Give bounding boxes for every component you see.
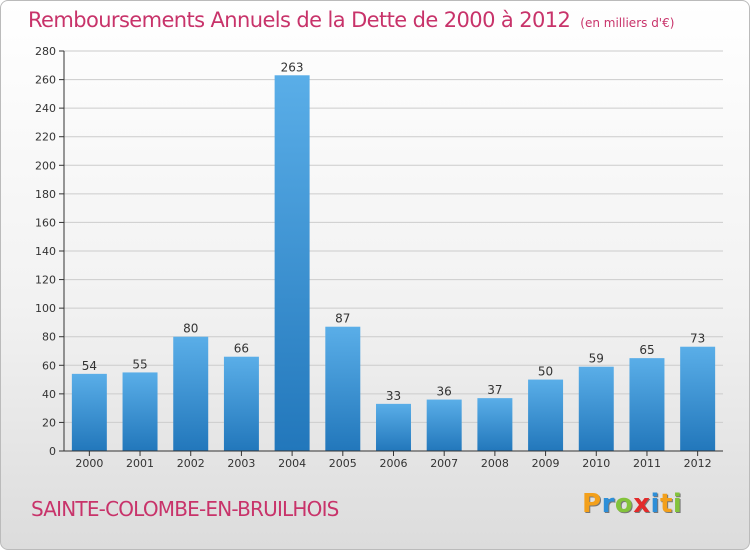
logo-letter: x (633, 489, 651, 519)
bar-2001 (122, 372, 158, 451)
y-tick-label: 180 (35, 188, 56, 201)
x-tick-label-2005: 2005 (329, 457, 357, 470)
logo-letter: i (672, 489, 683, 519)
logo-letter: i (650, 489, 660, 519)
bar-2010 (578, 366, 614, 451)
x-tick-label-2011: 2011 (633, 457, 661, 470)
bar-2003 (223, 356, 259, 451)
value-label-2006: 33 (386, 389, 401, 403)
axes: 0 20 40 60 80 100 120 140 160 180 200 220 240 260 280 2… (35, 45, 723, 470)
logo-letter: o (614, 489, 634, 519)
y-tick-label: 60 (42, 359, 56, 372)
logo-letter: P (582, 489, 602, 519)
x-tick-label-2009: 2009 (532, 457, 560, 470)
y-tick-label: 220 (35, 131, 56, 144)
x-tick-label-2008: 2008 (481, 457, 509, 470)
chart-subtitle: (en milliers d'€) (580, 16, 675, 30)
value-label-2001: 55 (132, 357, 147, 371)
bar-2009 (528, 379, 564, 451)
value-label-2005: 87 (335, 312, 350, 326)
value-label-2007: 36 (437, 385, 452, 399)
x-tick-label-2001: 2001 (126, 457, 154, 470)
x-tick-label-2004: 2004 (278, 457, 306, 470)
y-tick-label: 200 (35, 159, 56, 172)
logo-letter: r (601, 489, 615, 519)
x-tick-label-2012: 2012 (684, 457, 712, 470)
value-label-2003: 66 (234, 342, 249, 356)
value-label-2008: 37 (487, 383, 502, 397)
y-tick-label: 160 (35, 216, 56, 229)
bars: 54 55 80 66 263 87 33 36 37 50 59 65 73 (71, 60, 716, 452)
x-tick-label-2003: 2003 (227, 457, 255, 470)
y-tick-label: 40 (42, 388, 56, 401)
chart-title-text: Remboursements Annuels de la Dette de 20… (28, 8, 571, 32)
x-tick-label-2010: 2010 (582, 457, 610, 470)
y-tick-label: 0 (49, 445, 56, 458)
bar-2002 (173, 336, 209, 451)
value-label-2004: 263 (281, 60, 304, 74)
bar-2007 (426, 399, 462, 451)
bar-2006 (376, 403, 411, 451)
bar-2011 (629, 358, 665, 451)
proxiti-logo[interactable]: Proxiti (582, 489, 692, 525)
y-tick-label: 80 (42, 331, 56, 344)
y-tick-label: 20 (42, 416, 56, 429)
y-tick-label: 240 (35, 102, 56, 115)
y-tick-label: 260 (35, 74, 56, 87)
value-label-2000: 54 (82, 359, 97, 373)
value-label-2009: 50 (538, 365, 553, 379)
bar-2012 (680, 346, 716, 451)
x-tick-label-2007: 2007 (430, 457, 458, 470)
value-label-2012: 73 (690, 332, 705, 346)
x-tick-label-2006: 2006 (380, 457, 408, 470)
logo-letter: t (659, 489, 673, 519)
y-tick-label: 100 (35, 302, 56, 315)
value-label-2010: 59 (589, 352, 604, 366)
bar-2004 (274, 75, 310, 452)
chart-title: Remboursements Annuels de la Dette de 20… (28, 8, 674, 32)
bar-2008 (477, 398, 513, 451)
y-tick-label: 120 (35, 274, 56, 287)
x-tick-label-2000: 2000 (75, 457, 103, 470)
bar-2000 (71, 373, 107, 451)
y-tick-label: 140 (35, 245, 56, 258)
bar-2005 (325, 326, 361, 451)
x-tick-label-2002: 2002 (177, 457, 205, 470)
value-label-2011: 65 (639, 343, 654, 357)
town-name: SAINTE-COLOMBE-EN-BRUILHOIS (31, 497, 339, 521)
y-tick-label: 280 (35, 45, 56, 58)
value-label-2002: 80 (183, 322, 198, 336)
